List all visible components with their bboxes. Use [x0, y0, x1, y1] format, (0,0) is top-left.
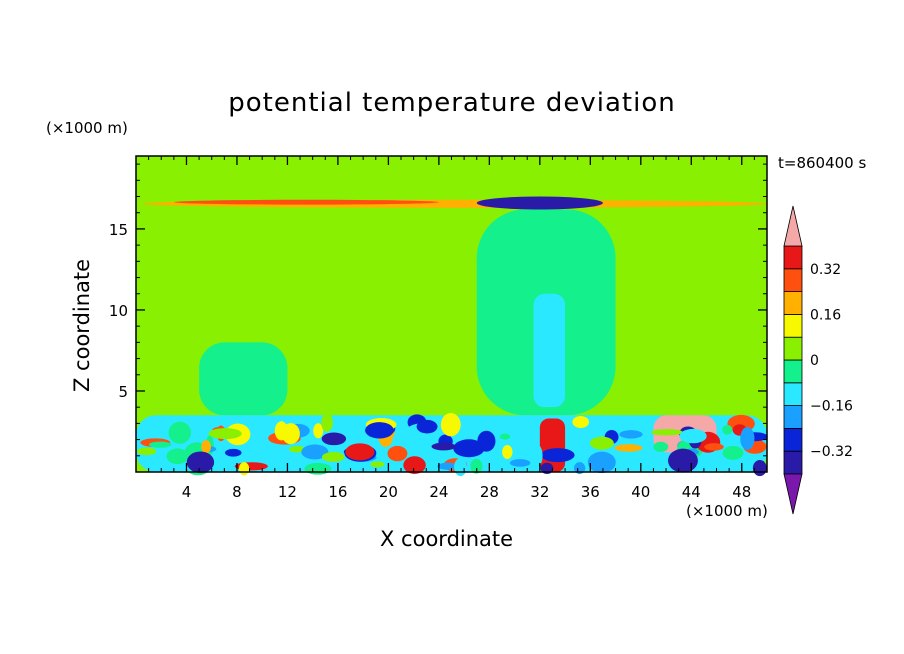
boundary-cell: [313, 423, 324, 439]
contour-region: [476, 196, 603, 210]
boundary-cell: [321, 432, 347, 446]
colorbar: 0.32 0.16 0 −0.16 −0.32: [783, 205, 853, 515]
contour-region: [199, 342, 288, 416]
boundary-cell: [720, 460, 731, 469]
colorbar-box: [783, 245, 803, 270]
boundary-cell: [321, 413, 333, 432]
x-tick-label: 32: [530, 483, 549, 501]
time-label: t=860400 s: [778, 154, 867, 172]
contour-region: [173, 199, 439, 205]
boundary-cell: [238, 462, 250, 476]
chart-title: potential temperature deviation: [228, 88, 676, 118]
boundary-cell: [470, 458, 483, 474]
boundary-cell: [532, 444, 543, 467]
colorbar-box: [783, 313, 803, 338]
colorbar-box: [783, 450, 803, 475]
boundary-cell: [619, 430, 643, 439]
boundary-cell: [289, 445, 306, 453]
x-tick-label: 20: [379, 483, 398, 501]
colorbar-label: 0.32: [810, 262, 841, 278]
boundary-cell: [722, 446, 744, 460]
colorbar-box: [783, 359, 803, 384]
boundary-cell: [454, 458, 467, 476]
boundary-cell: [679, 428, 707, 444]
boundary-cell: [722, 424, 733, 435]
boundary-cell: [387, 445, 408, 462]
contour-region: [533, 293, 566, 408]
boundary-cell: [403, 456, 426, 474]
boundary-cell: [572, 415, 590, 429]
colorbar-box: [783, 291, 803, 315]
x-axis-unit: (×1000 m): [686, 502, 768, 520]
boundary-cell: [502, 444, 513, 460]
boundary-cell: [589, 436, 614, 450]
x-tick-label: 24: [429, 483, 448, 501]
boundary-cell: [704, 443, 724, 451]
boundary-cell: [509, 459, 531, 467]
boundary-cell: [149, 441, 172, 448]
boundary-cell: [431, 442, 456, 451]
boundary-cell: [651, 429, 683, 436]
colorbar-box: [783, 268, 803, 292]
boundary-cell: [281, 423, 300, 445]
y-tick-label: 15: [109, 221, 128, 239]
x-tick-label: 48: [732, 483, 751, 501]
boundary-cell: [668, 448, 698, 473]
boundary-cell: [437, 462, 459, 470]
colorbar-box: [783, 405, 803, 429]
x-tick-label: 4: [182, 483, 192, 501]
y-tick-label: 5: [118, 383, 128, 401]
colorbar-max-triangle: [783, 205, 803, 247]
boundary-cell: [201, 440, 212, 454]
boundary-cell: [166, 448, 189, 465]
boundary-cell: [477, 430, 496, 452]
y-axis-unit: (×1000 m): [46, 119, 128, 137]
boundary-cell: [453, 439, 485, 458]
boundary-cell: [225, 448, 242, 457]
x-tick-label: 16: [328, 483, 347, 501]
boundary-cell: [261, 431, 271, 455]
colorbar-min-triangle: [783, 473, 803, 515]
boundary-cell: [136, 447, 157, 456]
boundary-cell: [370, 461, 385, 468]
colorbar-label: −0.32: [810, 444, 853, 460]
boundary-cell: [416, 419, 438, 434]
boundary-cell: [540, 448, 575, 463]
colorbar-label: 0: [810, 353, 819, 369]
x-tick-label: 28: [480, 483, 499, 501]
boundary-cell: [587, 451, 616, 474]
boundary-cell: [752, 459, 767, 477]
boundary-cell: [540, 462, 554, 475]
x-axis-label: X coordinate: [380, 527, 514, 551]
boundary-cell: [301, 444, 329, 460]
boundary-cell: [740, 426, 755, 451]
colorbar-label: 0.16: [810, 307, 841, 323]
x-tick-label: 12: [278, 483, 297, 501]
plot-area: [136, 156, 768, 477]
boundary-cell: [186, 451, 215, 474]
boundary-cell: [365, 422, 394, 439]
colorbar-label: −0.16: [810, 399, 853, 415]
boundary-cell: [653, 441, 669, 452]
boundary-cell: [499, 433, 511, 440]
boundary-cell: [168, 421, 191, 444]
x-tick-label: 8: [232, 483, 242, 501]
x-tick-label: 44: [682, 483, 701, 501]
boundary-cell: [345, 443, 375, 461]
boundary-cell: [574, 462, 586, 475]
boundary-cell: [440, 412, 461, 437]
colorbar-box: [783, 336, 803, 361]
boundary-cell: [321, 452, 345, 462]
boundary-cell: [208, 428, 242, 440]
colorbar-box: [783, 427, 803, 452]
colorbar-box: [783, 382, 803, 406]
boundary-cell: [304, 462, 332, 475]
x-tick-label: 36: [581, 483, 600, 501]
y-tick-label: 10: [109, 302, 128, 320]
x-tick-label: 40: [631, 483, 650, 501]
boundary-cell: [614, 444, 643, 452]
